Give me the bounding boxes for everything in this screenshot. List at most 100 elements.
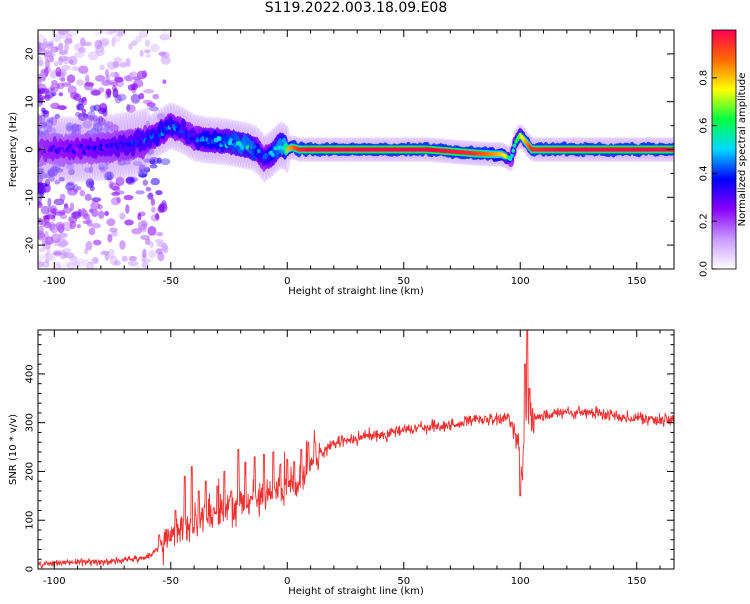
spectrogram-noise-blob: [82, 262, 92, 269]
spectrogram-noise-blob: [90, 89, 101, 96]
spectrogram-noise-blob: [70, 124, 77, 134]
spectrogram-noise-blob: [45, 119, 54, 128]
spectrogram-noise-blob: [42, 215, 49, 220]
spectrogram-noise-blob: [38, 182, 45, 192]
spectrogram-peak: [156, 129, 161, 135]
spectrogram-noise-blob: [56, 105, 68, 111]
spectrogram-peak: [271, 152, 275, 157]
spectrogram-noise-blob: [76, 224, 82, 229]
snr-xlabel: Height of straight line (km): [288, 586, 424, 597]
spectrogram-noise-blob: [39, 247, 45, 253]
spectrogram-noise-blob: [82, 120, 92, 129]
spectrogram-noise-blob: [110, 81, 119, 87]
spectrogram-noise-blob: [47, 197, 52, 208]
spectrogram-noise-blob: [102, 30, 110, 34]
spectrogram-noise-blob: [135, 264, 141, 269]
spectrogram-peak: [512, 143, 517, 148]
spectrogram-peak: [75, 148, 79, 153]
snr-frame: [37, 329, 675, 570]
spectrogram-noise-blob: [60, 77, 66, 82]
spectrogram-noise-blob: [52, 251, 63, 256]
spectrogram-noise-blob: [100, 167, 107, 173]
spectrogram-peak: [182, 127, 187, 132]
spectrogram-noise-blob: [109, 255, 118, 266]
spectrogram-noise-blob: [76, 79, 85, 86]
spectrogram-noise-blob: [108, 180, 114, 189]
spectrogram-noise-blob: [162, 79, 167, 84]
spectrogram-xtick-label: 0: [284, 276, 290, 287]
spectrogram-noise-blob: [90, 223, 101, 229]
spectrogram-noise-blob: [88, 227, 96, 236]
spectrogram-noise-blob: [86, 218, 93, 227]
spectrogram-noise-blob: [126, 104, 136, 113]
spectrogram-peak: [257, 149, 261, 154]
spectrogram-peak: [180, 125, 184, 131]
spectrogram-noise-blob: [114, 71, 119, 82]
spectrogram-noise-blob: [55, 66, 62, 77]
spectrogram-peak: [159, 128, 163, 133]
spectrogram-noise-blob: [51, 86, 59, 93]
spectrogram-noise-blob: [142, 248, 147, 259]
spectrogram-noise-blob: [54, 113, 61, 120]
spectrogram-noise-blob: [113, 57, 123, 63]
spectrogram-noise-blob: [156, 242, 165, 247]
snr-ytick-label: 100: [25, 511, 36, 530]
spectrogram-noise-blob: [132, 76, 142, 81]
spectrogram-noise-blob: [141, 219, 148, 228]
spectrogram-noise-blob: [68, 168, 75, 176]
spectrogram-noise-blob: [62, 252, 68, 258]
spectrogram-peak: [104, 143, 109, 148]
spectrogram-noise-blob: [38, 114, 43, 124]
spectrogram-noise-blob: [156, 112, 166, 121]
spectrogram-noise-blob: [43, 124, 53, 133]
spectrogram-noise-blob: [38, 41, 42, 47]
spectrogram-peak: [99, 143, 103, 148]
spectrogram-noise-blob: [109, 227, 118, 233]
spectrogram-noise-blob: [60, 266, 66, 269]
spectrogram-noise-blob: [158, 203, 165, 212]
spectrogram-ylabel: Frequency (Hz): [8, 112, 19, 188]
spectrogram-noise-blob: [38, 254, 46, 262]
spectrogram-noise-blob: [84, 82, 95, 87]
spectrogram-noise-blob: [68, 59, 74, 64]
spectrogram-noise-blob: [60, 64, 71, 71]
spectrogram-noise-blob: [154, 239, 164, 244]
spectrogram-noise-blob: [104, 123, 111, 132]
snr-xtick-label: 100: [511, 576, 530, 587]
spectrogram-noise-blob: [53, 33, 62, 43]
spectrogram-noise-blob: [101, 80, 112, 86]
spectrogram-peak: [66, 148, 71, 153]
spectrogram-noise-blob: [123, 75, 130, 81]
spectrogram-noise-blob: [107, 248, 115, 259]
spectrogram-noise-blob: [67, 85, 77, 95]
spectrogram-noise-blob: [81, 108, 87, 114]
snr-line: [38, 330, 674, 569]
spectrogram-noise-blob: [98, 166, 109, 171]
spectrogram-noise-blob: [71, 66, 80, 72]
spectrogram-noise-blob: [48, 175, 55, 182]
spectrogram-noise-blob: [148, 157, 160, 165]
spectrogram-noise-blob: [139, 49, 144, 57]
spectrogram-noise-blob: [84, 213, 91, 220]
spectrogram-noise-blob: [83, 41, 93, 47]
spectrogram-noise-blob: [51, 164, 59, 170]
spectrogram-noise-blob: [80, 207, 86, 217]
spectrogram-noise-blob: [65, 122, 74, 132]
spectrogram-noise-blob: [77, 186, 82, 191]
spectrogram-xtick-label: -50: [163, 276, 179, 287]
spectrogram-noise-blob: [38, 174, 44, 183]
spectrogram-noise-blob: [119, 61, 127, 68]
spectrogram-noise-blob: [67, 216, 74, 222]
spectrogram-noise-blob: [111, 37, 116, 47]
spectrogram-noise-blob: [149, 164, 158, 169]
spectrogram-ytick-label: 0: [25, 146, 36, 152]
spectrogram-noise-blob: [66, 262, 77, 269]
spectrogram-noise-blob: [112, 61, 120, 68]
spectrogram-noise-blob: [53, 198, 65, 206]
spectrogram-peak: [157, 133, 162, 138]
spectrogram-noise-blob: [98, 210, 105, 219]
spectrogram-noise-blob: [148, 250, 157, 259]
spectrogram-noise-blob: [121, 255, 128, 262]
spectrogram-noise-blob: [38, 225, 44, 235]
